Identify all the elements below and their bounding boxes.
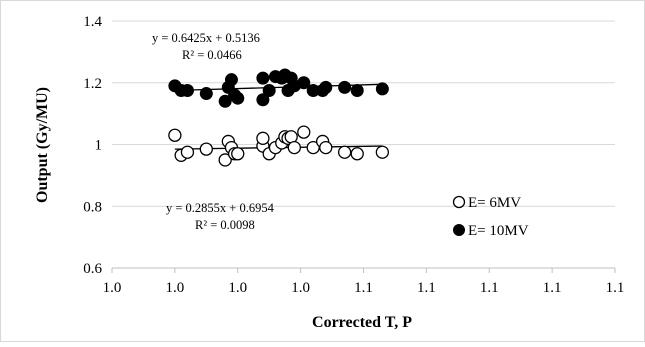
legend-marker-6mv xyxy=(452,195,466,209)
data-point-6mv xyxy=(287,140,301,155)
y-axis-title: Output (Gy/MU) xyxy=(34,87,51,203)
trendline-r2-10mv: R² = 0.0466 xyxy=(182,48,242,62)
data-point-6mv xyxy=(375,145,390,159)
data-point-10mv xyxy=(218,94,232,108)
data-points xyxy=(168,68,390,167)
data-point-10mv xyxy=(262,83,276,97)
data-point-10mv xyxy=(297,76,311,90)
x-tick-label: 1.0 xyxy=(166,280,185,296)
legend-label-6mv: E= 6MV xyxy=(468,195,521,211)
data-point-10mv xyxy=(375,82,389,96)
y-tick-label: 0.6 xyxy=(83,261,102,277)
data-point-6mv xyxy=(350,147,364,161)
x-tick-label: 1.1 xyxy=(480,280,499,296)
data-point-10mv xyxy=(338,80,352,94)
labels: y = 0.6425x + 0.5136 R² = 0.0466 y = 0.2… xyxy=(34,31,412,331)
data-point-6mv xyxy=(256,131,270,145)
trendline-r2-6mv: R² = 0.0098 xyxy=(195,218,255,232)
y-tick-label: 1.4 xyxy=(83,14,102,30)
x-tick-label: 1.0 xyxy=(291,280,310,296)
data-point-6mv xyxy=(337,145,352,159)
x-tick-label: 1.1 xyxy=(606,280,625,296)
data-point-10mv xyxy=(199,87,213,101)
data-point-6mv xyxy=(218,153,232,167)
x-tick-label: 1.0 xyxy=(228,280,247,296)
x-axis-title: Corrected T, P xyxy=(312,314,412,331)
legend: E= 6MV E= 10MV xyxy=(452,195,529,239)
y-tick-label: 0.8 xyxy=(83,199,102,215)
data-point-6mv xyxy=(319,140,333,155)
data-point-6mv xyxy=(168,128,182,142)
data-point-6mv xyxy=(297,125,311,139)
data-point-6mv xyxy=(231,147,245,161)
axes: 0.6 0.8 1 1.2 1.4 1.0 1.0 1.0 1.0 1.1 1.1 1.1 1.1 1.1 xyxy=(83,14,624,296)
legend-label-10mv: E= 10MV xyxy=(468,223,529,239)
x-tick-label: 1.1 xyxy=(417,280,436,296)
data-point-10mv xyxy=(256,71,270,85)
data-point-10mv xyxy=(180,83,194,97)
y-tick-label: 1.2 xyxy=(83,76,102,92)
trendline-equation-6mv: y = 0.2855x + 0.6954 xyxy=(166,201,275,215)
gridlines xyxy=(112,20,615,207)
data-point-6mv xyxy=(284,130,298,144)
data-point-10mv xyxy=(224,73,238,87)
x-tick-label: 1.1 xyxy=(543,280,562,296)
data-point-10mv xyxy=(256,93,270,107)
x-tick-label: 1.1 xyxy=(354,280,373,296)
trendline-equation-10mv: y = 0.6425x + 0.5136 xyxy=(152,31,260,45)
data-point-6mv xyxy=(199,142,213,156)
legend-marker-10mv xyxy=(453,224,465,236)
data-point-10mv xyxy=(231,91,245,105)
data-point-10mv xyxy=(350,83,364,97)
data-point-10mv xyxy=(319,80,333,94)
x-tick-label: 1.0 xyxy=(103,280,122,296)
y-tick-label: 1 xyxy=(95,138,103,154)
data-point-6mv xyxy=(180,145,195,159)
